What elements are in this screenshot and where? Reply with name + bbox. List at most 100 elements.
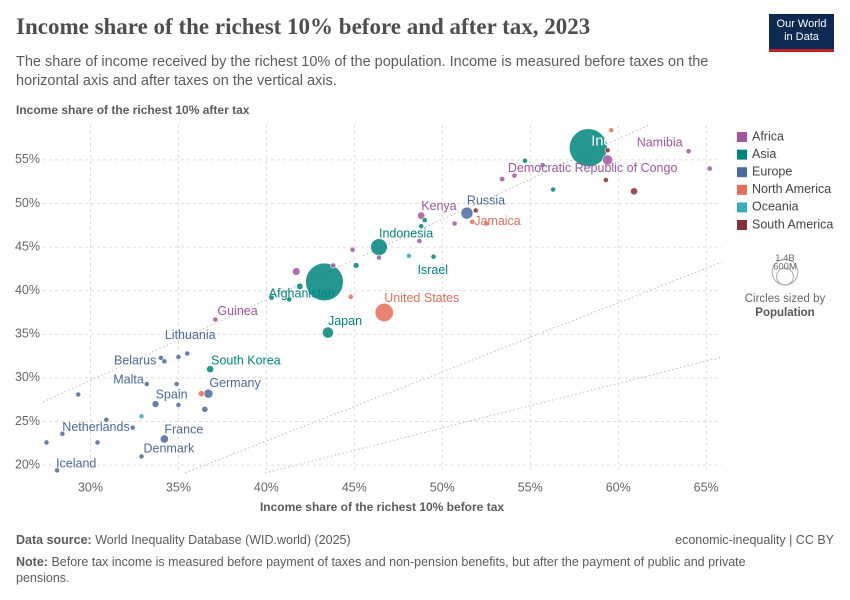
data-point [469,218,476,225]
point-label: Lithuania [165,328,216,342]
data-point [603,177,609,183]
point-label: Japan [328,314,362,328]
legend-swatch [737,202,747,213]
data-point [129,424,136,431]
logo-line: in Data [784,31,819,43]
data-point [175,402,182,408]
data-point [138,413,145,420]
data-point [159,434,169,444]
data-point [451,220,458,227]
point-label: Namibia [637,135,683,149]
data-point [175,354,182,360]
data-point [286,296,293,303]
size-legend-title: Circles sized by [745,293,826,305]
legend-label: Asia [752,147,776,161]
data-point [630,187,638,196]
data-point [511,172,518,179]
data-point [173,381,180,387]
logo-line: Our World [776,18,827,30]
point-label: United States [384,291,459,305]
data-point [94,439,101,446]
x-tick-label: 45% [342,480,367,494]
data-point [376,254,382,261]
x-tick-label: 55% [518,480,543,494]
legend-swatch [737,220,747,230]
reference-line [264,356,723,474]
data-point [416,238,423,244]
y-axis-title: Income share of the richest 10% after ta… [16,103,250,117]
data-point [206,365,215,374]
chart: Income share of the richest 10% after ta… [15,103,833,514]
data-point [330,262,337,269]
legend-swatch [737,149,747,160]
data-point [421,217,428,223]
x-tick-label: 35% [166,480,191,494]
data-point [75,391,82,398]
reference-line [184,261,723,474]
point-label: Guinea [217,304,257,318]
point-label: Malta [113,372,144,386]
size-legend-circle [776,267,794,286]
y-tick-label: 30% [15,370,40,384]
point-label: Belarus [114,354,156,368]
data-point [608,127,615,134]
data-point [405,252,412,259]
data-point [349,246,356,253]
data-point [322,326,334,339]
y-tick-label: 35% [15,327,40,341]
point-label: Kenya [421,199,456,213]
legend-label: Africa [752,129,784,143]
data-point [522,157,528,164]
data-point [602,154,614,166]
point-label: Israel [418,263,449,277]
chart-title: Income share of the richest 10% before a… [16,14,591,39]
data-point [539,162,546,169]
y-tick-label: 40% [15,283,40,297]
data-point [59,430,66,437]
point-label: India [591,134,623,150]
x-tick-label: 40% [254,480,279,494]
note-key: Note: [16,555,48,569]
legend-label: Europe [752,164,792,178]
size-legend-variable: Population [755,307,814,319]
x-tick-label: 30% [78,480,103,494]
data-point [184,350,191,357]
y-tick-label: 45% [15,239,40,253]
legend-swatch [737,132,747,142]
logo: Our World in Data [769,14,834,52]
data-point [151,400,160,408]
legend-label: South America [752,217,833,231]
y-tick-label: 55% [15,152,40,166]
data-point [103,416,110,423]
size-legend-label: 1.4B [775,253,795,264]
data-point [54,467,60,474]
y-tick-label: 25% [15,414,40,428]
data-point [550,186,557,193]
legend-swatch [737,184,747,195]
data-point [305,262,344,302]
data-point [157,354,164,361]
data-point [472,207,479,214]
data-point [212,316,219,323]
point-label: Afghanistan [269,287,335,301]
point-label: Russia [467,193,505,207]
data-point [418,223,425,230]
license: economic-inequality | CC BY [675,533,834,547]
legend-swatch [737,167,747,178]
note-text: Before tax income is measured before pay… [16,555,746,585]
data-point [143,381,150,387]
data-point [374,303,394,323]
x-tick-label: 50% [430,480,455,494]
data-point [43,439,50,446]
data-point [370,238,388,256]
point-label: Netherlands [62,420,129,434]
legend-label: North America [752,182,831,196]
y-tick-label: 50% [15,196,40,210]
point-label: China [324,251,363,267]
point-label: Spain [156,387,188,401]
data-point [203,388,214,399]
legend-label: Oceania [752,200,799,214]
point-label: Germany [209,376,261,390]
x-axis-title: Income share of the richest 10% before t… [260,500,504,514]
